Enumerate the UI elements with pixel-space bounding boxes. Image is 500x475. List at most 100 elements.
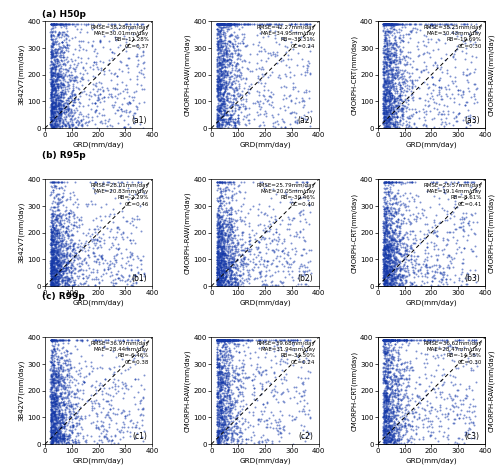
Point: [216, 79, 224, 87]
Point: [214, 210, 222, 218]
Point: [260, 121, 268, 129]
Point: [384, 20, 392, 28]
Point: [385, 99, 393, 106]
Point: [58, 193, 66, 200]
Point: [270, 347, 278, 354]
Y-axis label: 3B42V7(mm/day): 3B42V7(mm/day): [18, 202, 25, 264]
Point: [51, 91, 59, 99]
Point: [213, 336, 221, 344]
Point: [216, 20, 224, 28]
Point: [218, 20, 226, 28]
Point: [220, 336, 228, 344]
Point: [218, 274, 226, 282]
Point: [47, 73, 55, 81]
Point: [54, 426, 62, 433]
Point: [394, 200, 402, 208]
Point: [258, 20, 266, 28]
Point: [380, 117, 388, 124]
Point: [218, 20, 226, 28]
Point: [219, 57, 227, 65]
Point: [381, 350, 389, 358]
Point: [78, 415, 86, 422]
Point: [216, 369, 224, 376]
Point: [414, 392, 422, 399]
Point: [49, 393, 57, 400]
Point: [388, 266, 396, 273]
Point: [66, 377, 74, 384]
Point: [108, 69, 116, 76]
Point: [50, 114, 58, 122]
Point: [386, 417, 394, 424]
Point: [385, 105, 393, 113]
Point: [221, 45, 229, 53]
Point: [73, 20, 81, 28]
Point: [384, 247, 392, 255]
Point: [380, 33, 388, 40]
Point: [380, 42, 388, 49]
Point: [216, 20, 224, 28]
Point: [462, 114, 469, 121]
Point: [284, 260, 292, 268]
Point: [216, 86, 224, 94]
Point: [396, 50, 404, 57]
Point: [52, 376, 60, 383]
Point: [57, 392, 65, 399]
Point: [76, 108, 84, 116]
Point: [442, 338, 450, 346]
Point: [226, 336, 234, 344]
Point: [382, 261, 390, 268]
Point: [224, 435, 232, 442]
Point: [124, 184, 132, 191]
Point: [220, 440, 228, 447]
Point: [382, 86, 390, 94]
Point: [53, 55, 61, 62]
Point: [216, 282, 224, 290]
Point: [462, 209, 469, 216]
Point: [132, 336, 140, 344]
Point: [380, 118, 388, 125]
Point: [384, 229, 392, 237]
Point: [48, 212, 56, 220]
Point: [442, 178, 450, 186]
Point: [423, 253, 431, 261]
Point: [388, 388, 396, 395]
Point: [60, 256, 68, 264]
Point: [383, 232, 391, 240]
Point: [124, 277, 132, 285]
Point: [222, 336, 230, 344]
Point: [46, 86, 54, 93]
Point: [213, 265, 221, 273]
Point: [80, 379, 88, 386]
Point: [78, 352, 86, 360]
Point: [258, 91, 266, 99]
Point: [384, 96, 392, 104]
Point: [219, 267, 227, 275]
Point: [392, 66, 400, 74]
Point: [402, 278, 410, 285]
Point: [56, 373, 64, 380]
Point: [214, 375, 222, 382]
Point: [62, 273, 70, 281]
Point: [391, 209, 399, 216]
Point: [220, 256, 228, 264]
Point: [51, 120, 59, 127]
Point: [70, 109, 78, 116]
Point: [417, 349, 425, 356]
Point: [56, 391, 64, 399]
Point: [410, 408, 418, 416]
Point: [404, 364, 411, 371]
Point: [50, 279, 58, 287]
Point: [229, 389, 237, 397]
Point: [52, 372, 60, 380]
Point: [88, 336, 96, 344]
Point: [47, 246, 55, 254]
Point: [382, 83, 390, 91]
Point: [214, 247, 222, 255]
Point: [397, 385, 405, 393]
Point: [380, 237, 388, 244]
Point: [217, 229, 225, 237]
Point: [95, 425, 103, 433]
Point: [56, 245, 64, 253]
Point: [386, 417, 394, 425]
Point: [63, 272, 71, 279]
